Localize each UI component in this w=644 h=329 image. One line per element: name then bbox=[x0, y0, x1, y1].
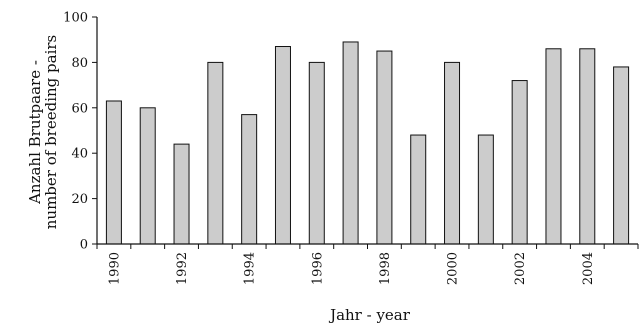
bar-1994 bbox=[241, 114, 258, 245]
bar-2000 bbox=[444, 61, 461, 245]
y-axis-label-line-1: Anzahl Brutpaare - bbox=[26, 60, 44, 205]
bar-1993 bbox=[207, 61, 224, 245]
bar-1991 bbox=[139, 107, 156, 245]
bar-1992 bbox=[173, 143, 190, 245]
x-tick-label: 2002 bbox=[513, 252, 528, 285]
y-axis-ticks: 0 20 40 60 80 100 bbox=[63, 11, 97, 253]
y-tick-label: 80 bbox=[71, 56, 88, 71]
y-axis-label: Anzahl Brutpaare - number of breeding pa… bbox=[26, 35, 60, 229]
x-tick-label: 2000 bbox=[446, 252, 461, 285]
bar-2002 bbox=[511, 80, 528, 245]
bar-1995 bbox=[274, 46, 291, 245]
bar-1999 bbox=[410, 134, 427, 245]
y-tick-label: 40 bbox=[71, 147, 88, 162]
bars bbox=[105, 41, 630, 245]
bar-1997 bbox=[342, 41, 359, 245]
bar-1998 bbox=[376, 50, 393, 245]
bar-1996 bbox=[308, 61, 325, 245]
y-axis-label-line-2: number of breeding pairs bbox=[42, 35, 60, 229]
x-axis-label: Jahr - year bbox=[328, 306, 411, 324]
bar-2003 bbox=[545, 48, 562, 245]
bar-2001 bbox=[477, 134, 494, 245]
bar-2005 bbox=[613, 66, 630, 245]
bar-1990 bbox=[105, 100, 122, 245]
x-tick-label: 1998 bbox=[378, 252, 393, 285]
x-tick-label: 1996 bbox=[310, 252, 325, 285]
y-tick-label: 100 bbox=[63, 11, 88, 26]
x-tick-label: 1990 bbox=[107, 252, 122, 285]
x-tick-label: 1994 bbox=[243, 252, 258, 285]
bar-2004 bbox=[579, 48, 596, 245]
x-axis-ticks: 1990 1992 1994 1996 1998 2000 2002 2004 bbox=[96, 244, 639, 285]
y-tick-label: 20 bbox=[71, 192, 88, 207]
x-tick-label: 1992 bbox=[175, 252, 190, 285]
x-tick-label: 2004 bbox=[581, 252, 596, 285]
y-tick-label: 0 bbox=[80, 238, 88, 253]
y-tick-label: 60 bbox=[71, 101, 88, 116]
